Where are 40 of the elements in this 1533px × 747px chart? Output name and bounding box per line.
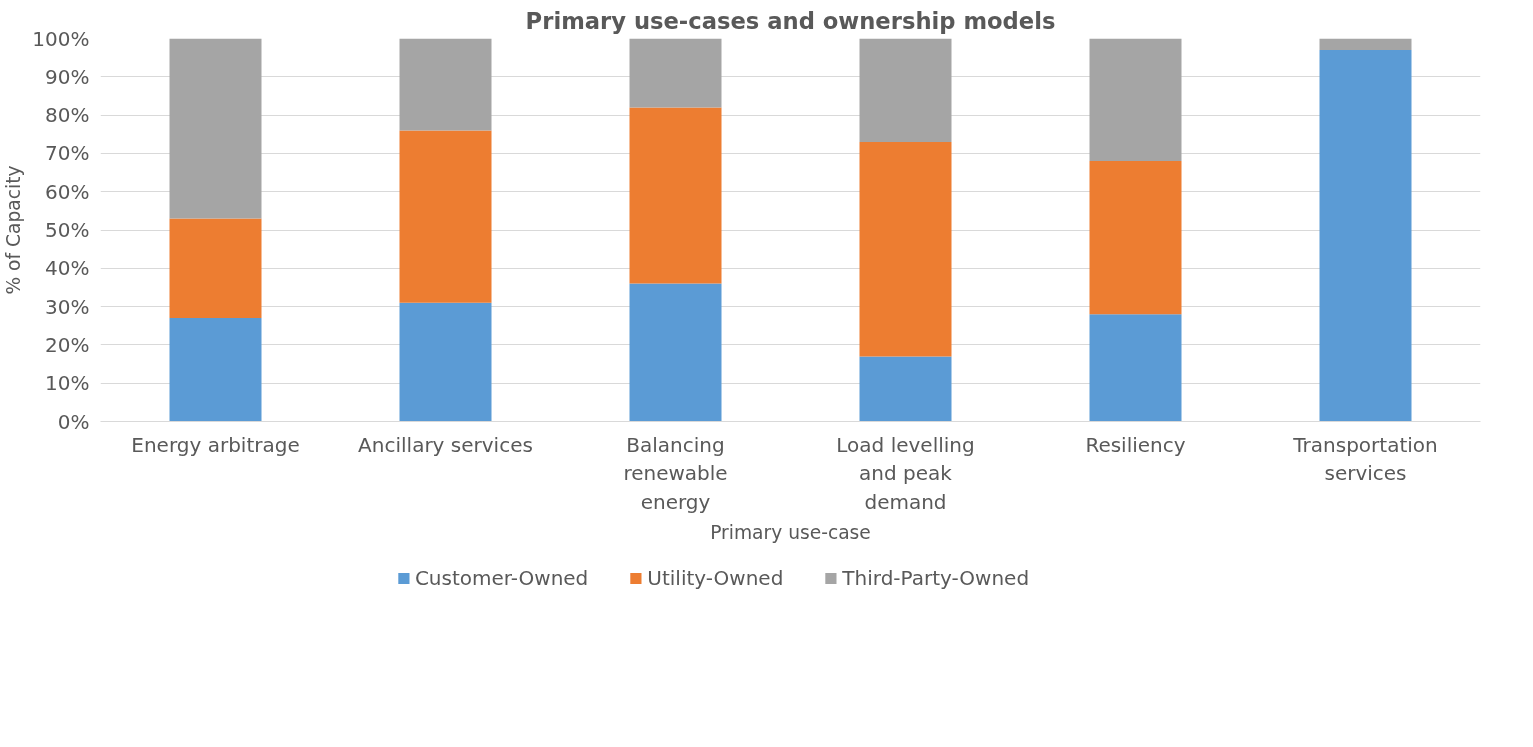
bar	[1089, 38, 1182, 162]
legend-label: Customer-Owned	[414, 566, 589, 590]
legend-label: Utility-Owned	[647, 566, 784, 590]
y-tick-label: 80%	[45, 103, 90, 128]
y-tick-label: 10%	[45, 371, 90, 396]
x-tick-label: Resiliency	[1085, 432, 1186, 457]
y-tick-label: 70%	[45, 141, 90, 166]
y-tick-label: 30%	[45, 294, 90, 319]
bar	[629, 38, 722, 108]
x-tick-label: Balancing renewable energy	[623, 432, 728, 515]
bar	[399, 38, 492, 131]
bar	[1089, 161, 1182, 315]
y-axis-title: % of Capacity	[3, 165, 25, 295]
y-tick-label: 0%	[57, 409, 90, 434]
bar	[629, 283, 722, 422]
x-tick-label: Load levelling and peak demand	[836, 432, 975, 515]
bar	[1319, 38, 1412, 50]
y-tick-label: 90%	[45, 64, 90, 89]
bar	[859, 356, 952, 422]
bar	[859, 38, 952, 142]
y-tick-label: 60%	[45, 179, 90, 204]
bar	[1319, 49, 1412, 422]
bar	[169, 218, 262, 319]
bar	[399, 130, 492, 303]
legend-label: Third-Party-Owned	[842, 566, 1030, 590]
bar	[629, 107, 722, 284]
y-tick-label: 20%	[45, 332, 90, 357]
bar	[859, 141, 952, 357]
x-axis-title: Primary use-case	[710, 522, 871, 544]
bar	[169, 318, 262, 422]
y-tick-label: 40%	[45, 256, 90, 281]
chart-title: Primary use-cases and ownership models	[525, 7, 1056, 34]
bar	[399, 302, 492, 422]
x-tick-label: Transportation services	[1292, 432, 1438, 486]
bar	[1089, 314, 1182, 422]
x-tick-label: Ancillary services	[358, 432, 533, 457]
y-tick-label: 100%	[32, 26, 90, 51]
y-tick-label: 50%	[45, 218, 90, 242]
x-tick-label: Energy arbitrage	[131, 432, 300, 457]
bar	[169, 38, 262, 219]
